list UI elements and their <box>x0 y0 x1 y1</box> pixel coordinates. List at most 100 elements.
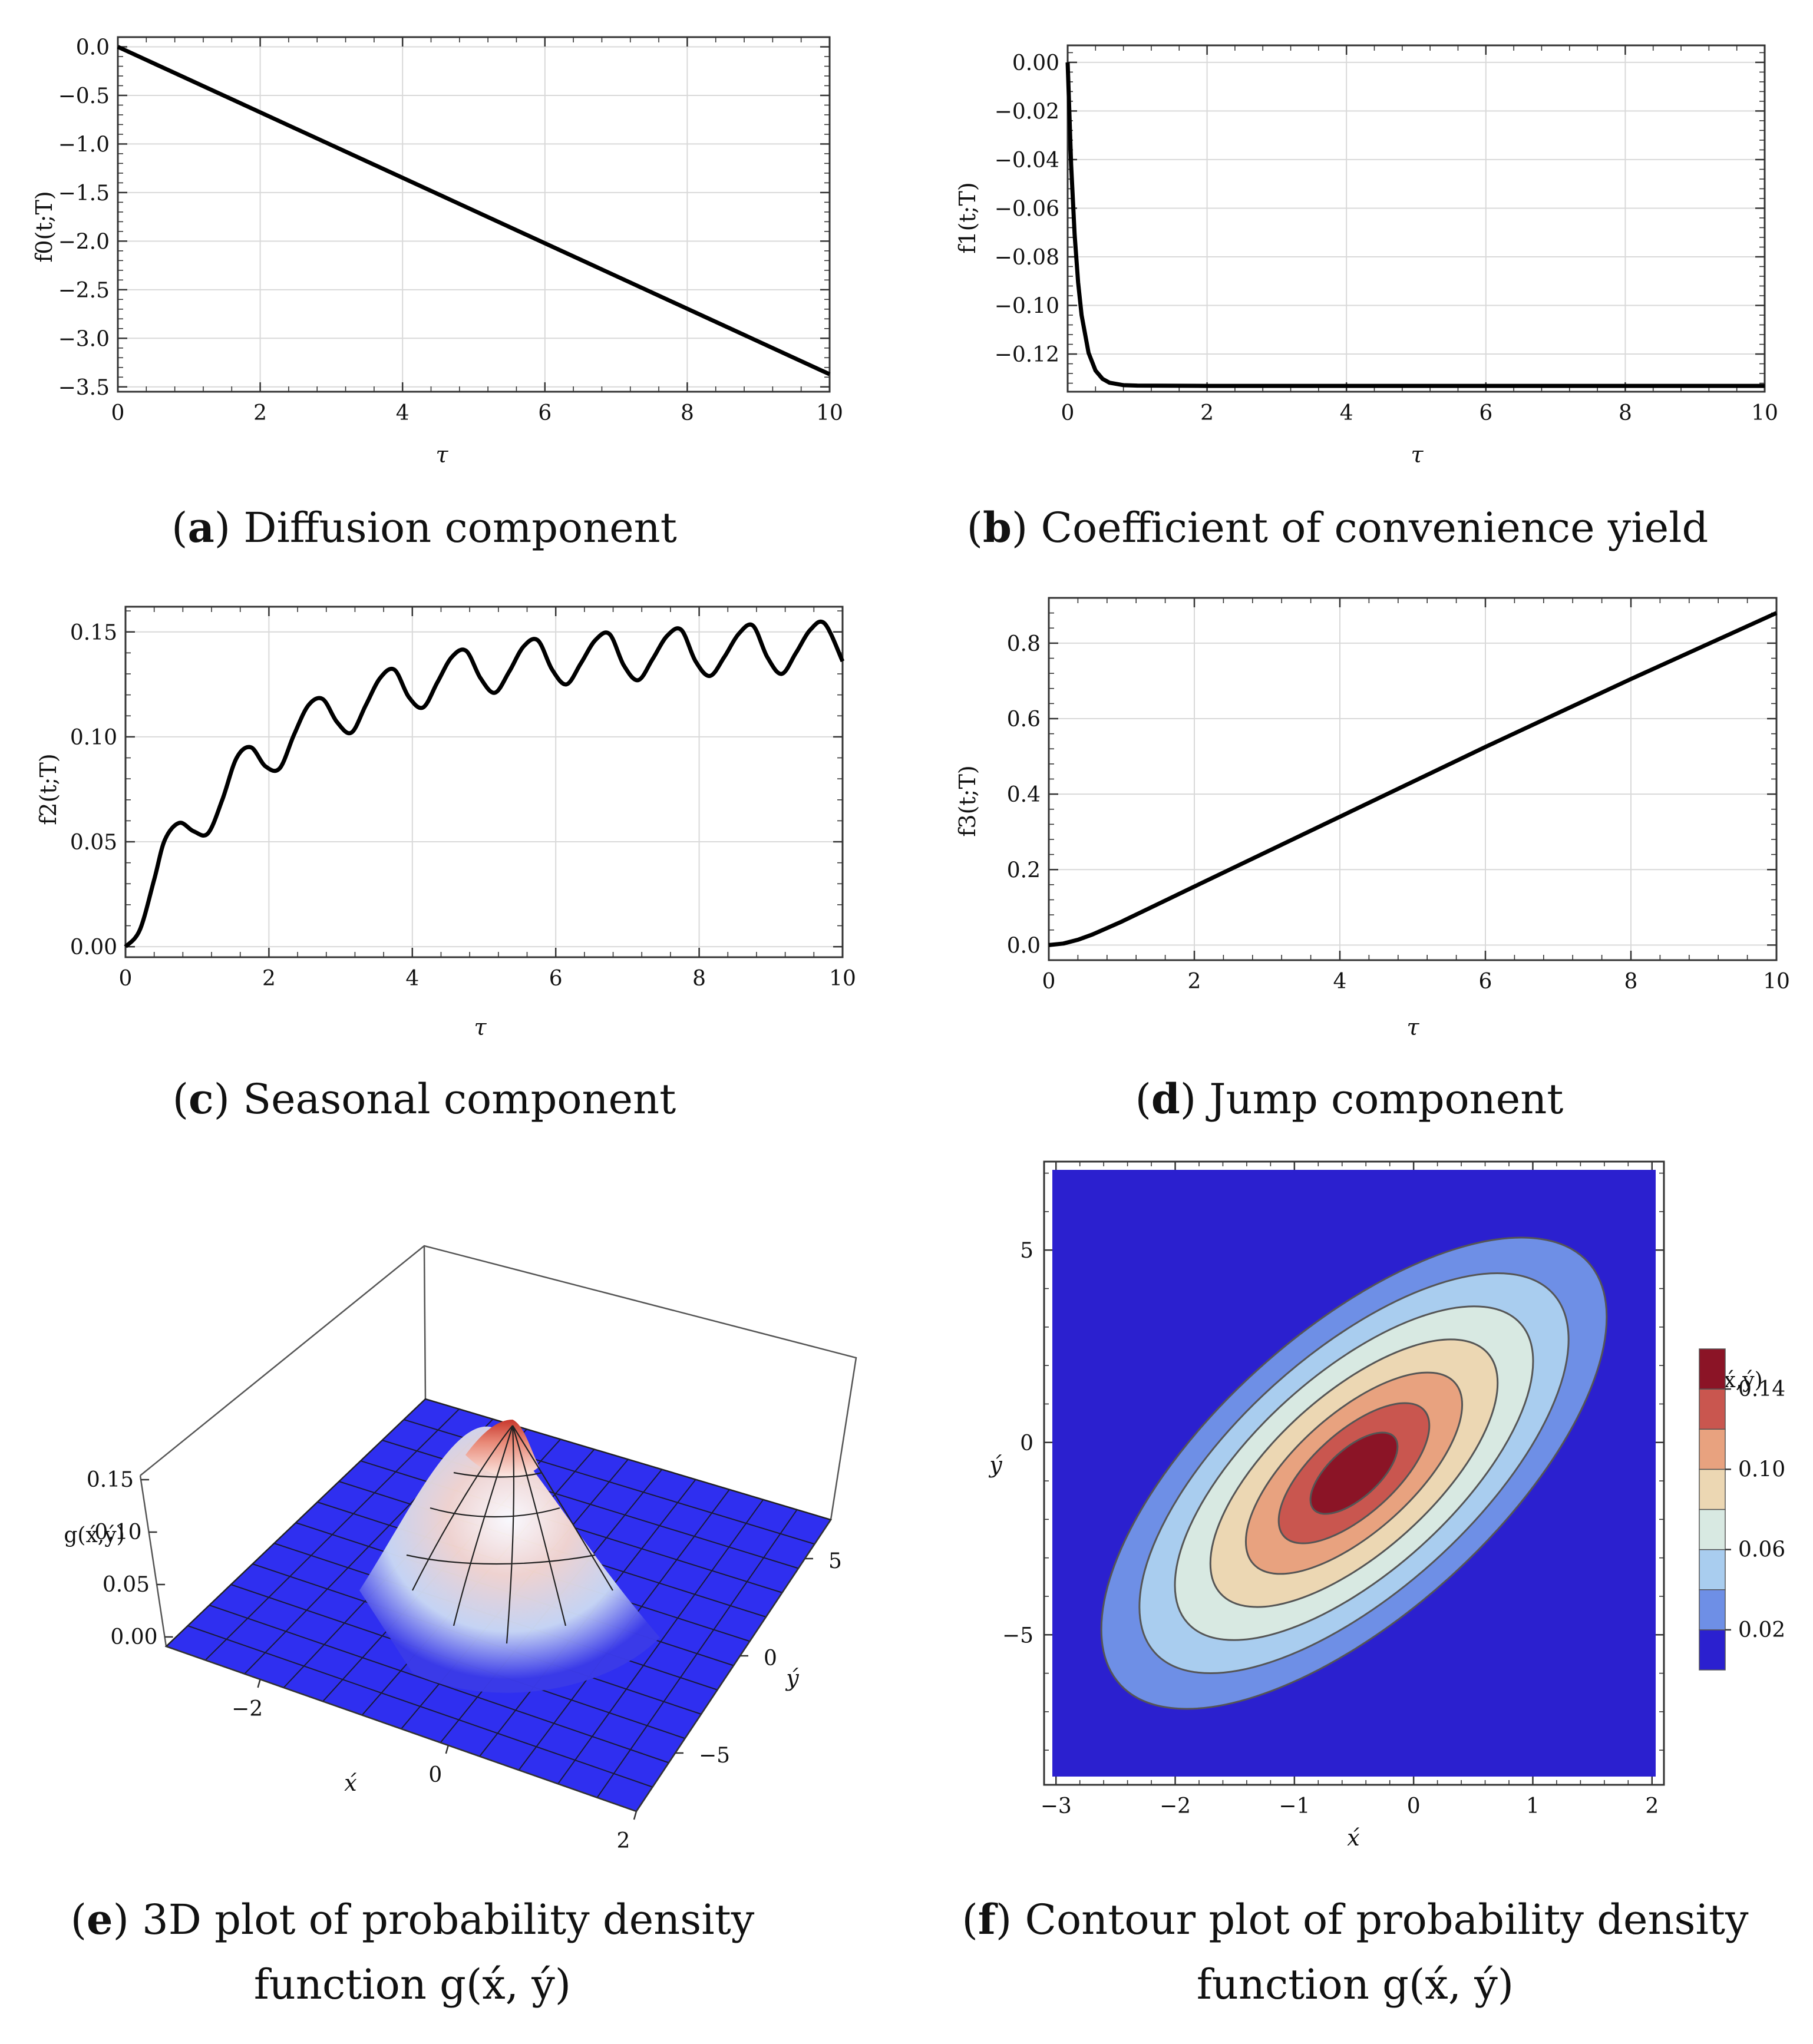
panel-d-ytick-label: 0.6 <box>1007 707 1041 732</box>
panel-a: 0 2 4 6 8 10 0.0 −0.5 −1.0 −1.5 −2.0 −2.5 −3.0 −3.5 τ… <box>31 35 843 552</box>
panel-b-ytick-label: −0.06 <box>995 197 1059 221</box>
panel-e-caption-letter: e <box>87 1895 113 1944</box>
panel-d-xtick-label: 4 <box>1333 970 1347 994</box>
panel-f-legend-swatch <box>1699 1549 1726 1590</box>
panel-d-xtick-label: 0 <box>1042 970 1056 994</box>
panel-f-xlabel: x́ <box>1347 1825 1359 1851</box>
panel-c-series-f2 <box>124 619 845 948</box>
panel-b-ytick-label: −0.04 <box>995 148 1059 173</box>
panel-e-box-front-left <box>166 1645 637 1813</box>
panel-b-caption-letter: b <box>983 503 1012 552</box>
panel-f-legend-swatch <box>1699 1509 1726 1550</box>
panel-e-zlabel: g(x́,ý) <box>64 1523 124 1547</box>
panel-a-xtick-label: 2 <box>253 401 267 425</box>
panel-f-ytick-label: 0 <box>1020 1431 1033 1456</box>
panel-d-xtick-label: 2 <box>1188 970 1201 994</box>
panel-a-plot: 0 2 4 6 8 10 0.0 −0.5 −1.0 −1.5 −2.0 −2.5 −3.0 −3.5 <box>58 35 843 425</box>
panel-b-ytick-label: −0.08 <box>995 246 1059 270</box>
panel-e-ylabel: ý <box>785 1665 799 1691</box>
panel-b-xtick-label: 6 <box>1479 401 1492 425</box>
panel-c-xtick-label: 0 <box>119 967 133 991</box>
panel-e-mesh-line <box>557 1499 764 1784</box>
panel-b: 0 2 4 6 8 10 0.00 −0.02 −0.04 −0.06 −0.08 −0.10 −0.1… <box>955 44 1778 552</box>
panel-f-legend-swatch <box>1699 1468 1726 1510</box>
panel-a-ylabel: f0(t;T) <box>31 191 57 262</box>
panel-e-xtick-label: 2 <box>617 1829 630 1853</box>
panel-c-xtick-label: 8 <box>692 967 706 991</box>
panel-e-axes: 0.15 0.10 0.05 0.00 −2 0 2 5 0 −5 <box>87 1468 842 1853</box>
panel-f-legend-swatch <box>1699 1629 1726 1671</box>
panel-b-ytick-label: −0.12 <box>995 343 1059 367</box>
panel-f-xtick-label: 1 <box>1526 1794 1540 1818</box>
panel-a-caption: (a) Diffusion component <box>171 503 677 552</box>
panel-f-legend-tick-label: 0.06 <box>1738 1538 1785 1562</box>
panel-e-caption-line1: (e) 3D plot of probability density <box>71 1895 755 1944</box>
panel-f-legend-swatch <box>1699 1589 1726 1630</box>
panel-f-xtick-label: 2 <box>1645 1794 1659 1818</box>
panel-a-xtick-label: 4 <box>396 401 410 425</box>
panel-d-ytick-label: 0.8 <box>1007 632 1041 656</box>
panel-d-ytick-label: 0.4 <box>1007 783 1041 807</box>
panel-f-legend-swatch <box>1699 1428 1726 1470</box>
panel-f-legend-tick-label: 0.14 <box>1738 1377 1785 1401</box>
panel-c: 0 2 4 6 8 10 0.00 0.05 0.10 0.15 τ f2(t;T) (c) Se… <box>35 606 856 1123</box>
panel-b-xtick-label: 8 <box>1619 401 1632 425</box>
panel-f-xtick-label: −1 <box>1279 1794 1310 1818</box>
panel-a-frame <box>117 36 831 393</box>
panel-e-ytick-label: −5 <box>699 1744 730 1768</box>
panel-a-ytick-label: −2.0 <box>58 230 110 254</box>
panel-c-ytick-label: 0.00 <box>70 935 117 960</box>
panel-c-ytick-label: 0.10 <box>70 726 117 750</box>
panel-e-ztick-label: 0.00 <box>110 1625 157 1649</box>
panel-a-caption-text: Diffusion component <box>243 504 677 552</box>
panel-b-caption-text: Coefficient of convenience yield <box>1041 504 1708 552</box>
panel-b-series-f1 <box>1065 62 1765 388</box>
panel-e-mesh-line <box>596 1509 798 1798</box>
panel-e-box-left-vertical <box>139 1475 167 1647</box>
panel-f-caption-line2: function g(x́, ý) <box>1197 1960 1514 2009</box>
panel-a-ytick-label: −3.0 <box>58 327 110 351</box>
panel-d-caption-letter: d <box>1151 1074 1180 1123</box>
panel-c-caption-letter: c <box>189 1074 214 1123</box>
panel-b-ytick-label: −0.02 <box>995 100 1059 124</box>
panel-c-plot: 0 2 4 6 8 10 0.00 0.05 0.10 0.15 <box>70 606 856 991</box>
panel-f-caption-text: Contour plot of probability density <box>1025 1896 1748 1944</box>
panel-e-xtick-label: −2 <box>232 1697 263 1721</box>
panel-e-surface-peak <box>359 1426 660 1693</box>
panel-d-ylabel: f3(t;T) <box>955 765 980 836</box>
panel-f: −3 −2 −1 0 1 250−5 x́ ý g(x́,ý) 0.140.100.060… <box>962 1160 1785 2009</box>
panel-c-xlabel: τ <box>474 1014 487 1040</box>
panel-f-legend-swatch <box>1699 1348 1726 1390</box>
panel-e-ztick-label: 0.10 <box>94 1520 141 1544</box>
panel-c-xtick-label: 2 <box>262 967 276 991</box>
panel-b-ytick-label: 0.00 <box>1012 51 1059 75</box>
panel-b-xtick-label: 2 <box>1200 401 1214 425</box>
panel-a-xtick-label: 6 <box>538 401 552 425</box>
panel-b-ytick-label: −0.10 <box>995 295 1059 319</box>
panel-a-caption-letter: a <box>187 503 214 552</box>
panel-d-xlabel: τ <box>1406 1014 1419 1040</box>
panel-d-caption: (d) Jump component <box>1135 1074 1564 1123</box>
panel-a-ytick-label: −1.0 <box>58 133 110 157</box>
panel-f-ytick-label: 5 <box>1020 1239 1033 1263</box>
panel-a-ytick-label: −2.5 <box>58 279 110 303</box>
panel-a-xtick-label: 0 <box>111 401 125 425</box>
panel-b-xlabel: τ <box>1411 442 1424 468</box>
panel-d-series-f3 <box>1048 611 1778 947</box>
panel-c-xtick-label: 6 <box>549 967 563 991</box>
panel-a-xlabel: τ <box>435 442 448 468</box>
panel-d-ytick-label: 0.0 <box>1007 934 1041 958</box>
panel-e-peak-mesh <box>406 1425 613 1644</box>
panel-f-legend: 0.14 0.10 0.06 0.02 <box>1699 1348 1785 1671</box>
panel-f-ytick-label: −5 <box>1002 1623 1033 1648</box>
panel-f-legend-swatch <box>1699 1388 1726 1430</box>
panel-d-plot: 0 2 4 6 8 10 0.0 0.2 0.4 0.6 0.8 <box>1007 597 1790 994</box>
panel-e: 0.15 0.10 0.05 0.00 −2 0 2 5 0 −5 g(x́,ý) x́ ý (e… <box>64 1245 857 2009</box>
panel-f-xtick-label: −3 <box>1041 1794 1072 1818</box>
panel-f-plot: −3 −2 −1 0 1 2 5 0 −5 <box>1002 1160 1665 1818</box>
panel-b-xtick-label: 4 <box>1340 401 1353 425</box>
panel-c-ytick-label: 0.05 <box>70 831 117 855</box>
panel-d-xtick-label: 6 <box>1479 970 1492 994</box>
panel-c-frame <box>124 606 844 958</box>
panel-d-xtick-label: 10 <box>1763 970 1790 994</box>
